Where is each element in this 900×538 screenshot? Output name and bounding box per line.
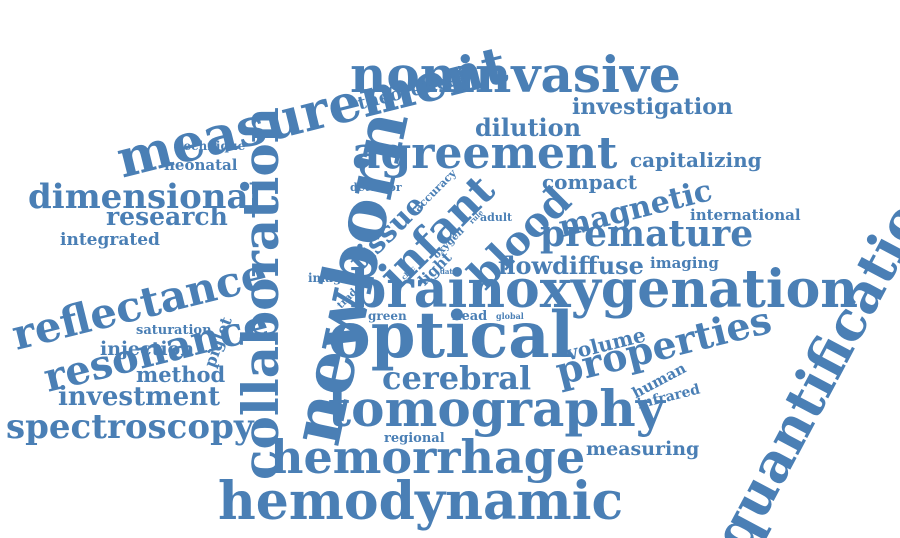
word-hemorrhage: hemorrhage xyxy=(270,430,586,484)
word-green: green xyxy=(368,309,407,323)
word-brainoxygenation: brainoxygenation xyxy=(350,259,859,320)
word-technique: technique xyxy=(178,139,246,153)
word-global: global xyxy=(496,311,524,321)
word-dimensional: dimensional xyxy=(28,177,262,217)
word-cerebral: cerebral xyxy=(382,359,532,397)
word-neonatal: neonatal xyxy=(164,156,238,174)
word-research: research xyxy=(106,202,228,231)
word-dilution: dilution xyxy=(475,113,582,142)
word-agreement: agreement xyxy=(352,128,618,179)
word-injection: injection xyxy=(100,338,195,360)
word-investigation: investigation xyxy=(572,94,733,120)
word-measuring: measuring xyxy=(586,438,700,460)
word-optical: optical xyxy=(328,298,575,373)
word-premature: premature xyxy=(540,213,754,255)
word-adult: adult xyxy=(480,211,513,224)
word-flowdiffuse: flowdiffuse xyxy=(498,251,644,280)
word-saturation: saturation xyxy=(136,323,212,338)
word-imaging: imaging xyxy=(650,254,719,272)
word-hemodynamic: hemodynamic xyxy=(218,471,624,532)
word-capitalizing: capitalizing xyxy=(630,148,762,172)
word-method: method xyxy=(136,362,226,387)
word-image: image xyxy=(308,271,350,285)
word-investment: investment xyxy=(58,382,221,412)
word-collaboration: collaboration xyxy=(231,106,290,480)
word-data: data xyxy=(440,267,458,276)
word-tomography: tomography xyxy=(328,379,665,438)
word-compact: compact xyxy=(542,170,638,194)
word-spectroscopy: spectroscopy xyxy=(6,407,254,447)
word-regional: regional xyxy=(384,431,445,446)
word-noninvasive: noninvasive xyxy=(350,45,681,104)
word-international: international xyxy=(690,206,801,224)
word-integrated: integrated xyxy=(60,230,160,250)
word-head: head xyxy=(452,309,488,324)
word-detector: detector xyxy=(350,181,402,194)
